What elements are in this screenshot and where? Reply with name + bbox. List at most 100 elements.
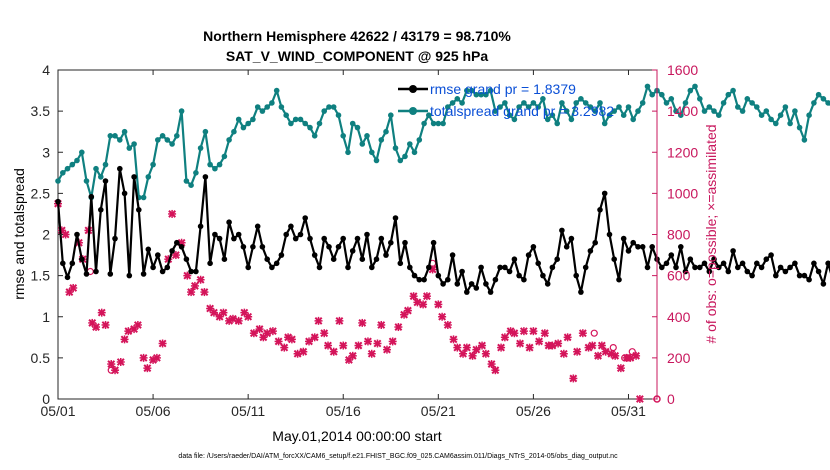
totalspread-point bbox=[74, 157, 80, 164]
totalspread-point bbox=[345, 149, 351, 156]
obs-assimilated-marker bbox=[101, 320, 110, 329]
rmse-point bbox=[321, 235, 328, 242]
rmse-point bbox=[796, 272, 803, 279]
rmse-point bbox=[140, 271, 147, 277]
obs-assimilated-marker bbox=[635, 395, 644, 403]
obs-assimilated-marker bbox=[249, 329, 258, 338]
totalspread-point bbox=[506, 112, 513, 118]
rmse-point bbox=[402, 239, 408, 246]
obs-assimilated-marker bbox=[329, 347, 338, 356]
rmse-point bbox=[815, 268, 822, 275]
obs-assimilated-marker bbox=[434, 300, 443, 309]
obs-assimilated-marker bbox=[573, 347, 582, 356]
rmse-point bbox=[188, 268, 194, 275]
totalspread-point bbox=[117, 137, 123, 143]
y-tick-label-right: 1000 bbox=[667, 185, 698, 201]
obs-assimilated-marker bbox=[403, 306, 412, 315]
y-tick-label-left: 2 bbox=[42, 227, 50, 243]
x-tick-label: 05/01 bbox=[40, 403, 75, 419]
obs-assimilated-marker bbox=[168, 209, 177, 218]
totalspread-point bbox=[668, 96, 675, 102]
rmse-point bbox=[706, 268, 713, 275]
totalspread-point bbox=[264, 104, 271, 110]
legend-spread-marker bbox=[409, 107, 417, 115]
obs-assimilated-marker bbox=[133, 320, 142, 329]
obs-assimilated-marker bbox=[422, 292, 431, 301]
totalspread-point bbox=[502, 100, 508, 106]
rmse-point bbox=[278, 252, 285, 258]
obs-assimilated-marker bbox=[529, 327, 538, 336]
rmse-point bbox=[825, 260, 830, 267]
rmse-point bbox=[112, 235, 118, 242]
obs-possible-marker bbox=[628, 348, 636, 356]
rmse-point bbox=[79, 256, 85, 263]
rmse-point bbox=[235, 231, 242, 238]
rmse-point bbox=[107, 271, 114, 277]
totalspread-point bbox=[711, 108, 717, 114]
rmse-point bbox=[464, 289, 470, 295]
obs-assimilated-marker bbox=[419, 300, 428, 309]
totalspread-point bbox=[416, 137, 423, 143]
y-tick-label-left: 1.5 bbox=[31, 268, 51, 284]
rmse-point bbox=[601, 190, 608, 197]
obs-assimilated-marker bbox=[563, 333, 572, 342]
obs-assimilated-marker bbox=[363, 337, 372, 346]
rmse-point bbox=[678, 244, 684, 250]
rmse-point bbox=[421, 276, 427, 283]
totalspread-point bbox=[678, 112, 684, 118]
obs-assimilated-marker bbox=[594, 351, 603, 360]
totalspread-point bbox=[511, 116, 518, 123]
rmse-point bbox=[354, 235, 361, 242]
totalspread-point bbox=[83, 178, 90, 184]
rmse-point bbox=[136, 207, 142, 213]
rmse-point bbox=[578, 289, 584, 295]
obs-assimilated-marker bbox=[234, 316, 243, 325]
rmse-point bbox=[649, 244, 655, 250]
totalspread-point bbox=[273, 87, 280, 94]
obs-assimilated-marker bbox=[632, 351, 641, 360]
obs-possible-marker bbox=[609, 343, 617, 352]
totalspread-point bbox=[739, 108, 746, 114]
totalspread-point bbox=[388, 112, 394, 118]
x-tick-label: 05/11 bbox=[231, 403, 265, 419]
totalspread-point bbox=[673, 108, 679, 114]
obs-assimilated-marker bbox=[116, 357, 125, 366]
rmse-point bbox=[288, 223, 294, 230]
totalspread-point bbox=[487, 87, 494, 94]
rmse-point bbox=[725, 268, 732, 275]
totalspread-point bbox=[126, 145, 133, 151]
rmse-point bbox=[388, 239, 394, 246]
rmse-point bbox=[55, 198, 61, 205]
y-tick-label-right: 1200 bbox=[667, 144, 698, 160]
rmse-point bbox=[307, 235, 313, 242]
totalspread-point bbox=[140, 194, 147, 201]
obs-assimilated-marker bbox=[472, 345, 481, 354]
rmse-point bbox=[639, 244, 646, 250]
rmse-point bbox=[326, 244, 332, 250]
totalspread-point bbox=[259, 108, 266, 114]
totalspread-point bbox=[620, 112, 627, 118]
rmse-point bbox=[221, 256, 228, 263]
rmse-point bbox=[164, 264, 171, 271]
rmse-point bbox=[269, 264, 275, 271]
totalspread-point bbox=[773, 120, 779, 127]
rmse-point bbox=[373, 256, 380, 263]
totalspread-point bbox=[373, 157, 380, 164]
rmse-point bbox=[659, 264, 665, 271]
rmse-point bbox=[202, 174, 209, 180]
rmse-point bbox=[359, 256, 366, 263]
rmse-point bbox=[559, 227, 565, 234]
totalspread-point bbox=[440, 120, 446, 127]
rmse-point bbox=[121, 190, 128, 197]
y-tick-label-right: 1400 bbox=[667, 103, 698, 119]
rmse-point bbox=[554, 256, 560, 263]
obs-assimilated-marker bbox=[481, 349, 490, 358]
x-tick-label: 05/16 bbox=[326, 403, 361, 419]
totalspread-point bbox=[98, 174, 104, 180]
totalspread-point bbox=[459, 100, 465, 106]
obs-assimilated-marker bbox=[487, 360, 496, 369]
totalspread-point bbox=[326, 104, 332, 110]
y-tick-label-right: 600 bbox=[667, 268, 691, 284]
totalspread-point bbox=[430, 120, 437, 127]
